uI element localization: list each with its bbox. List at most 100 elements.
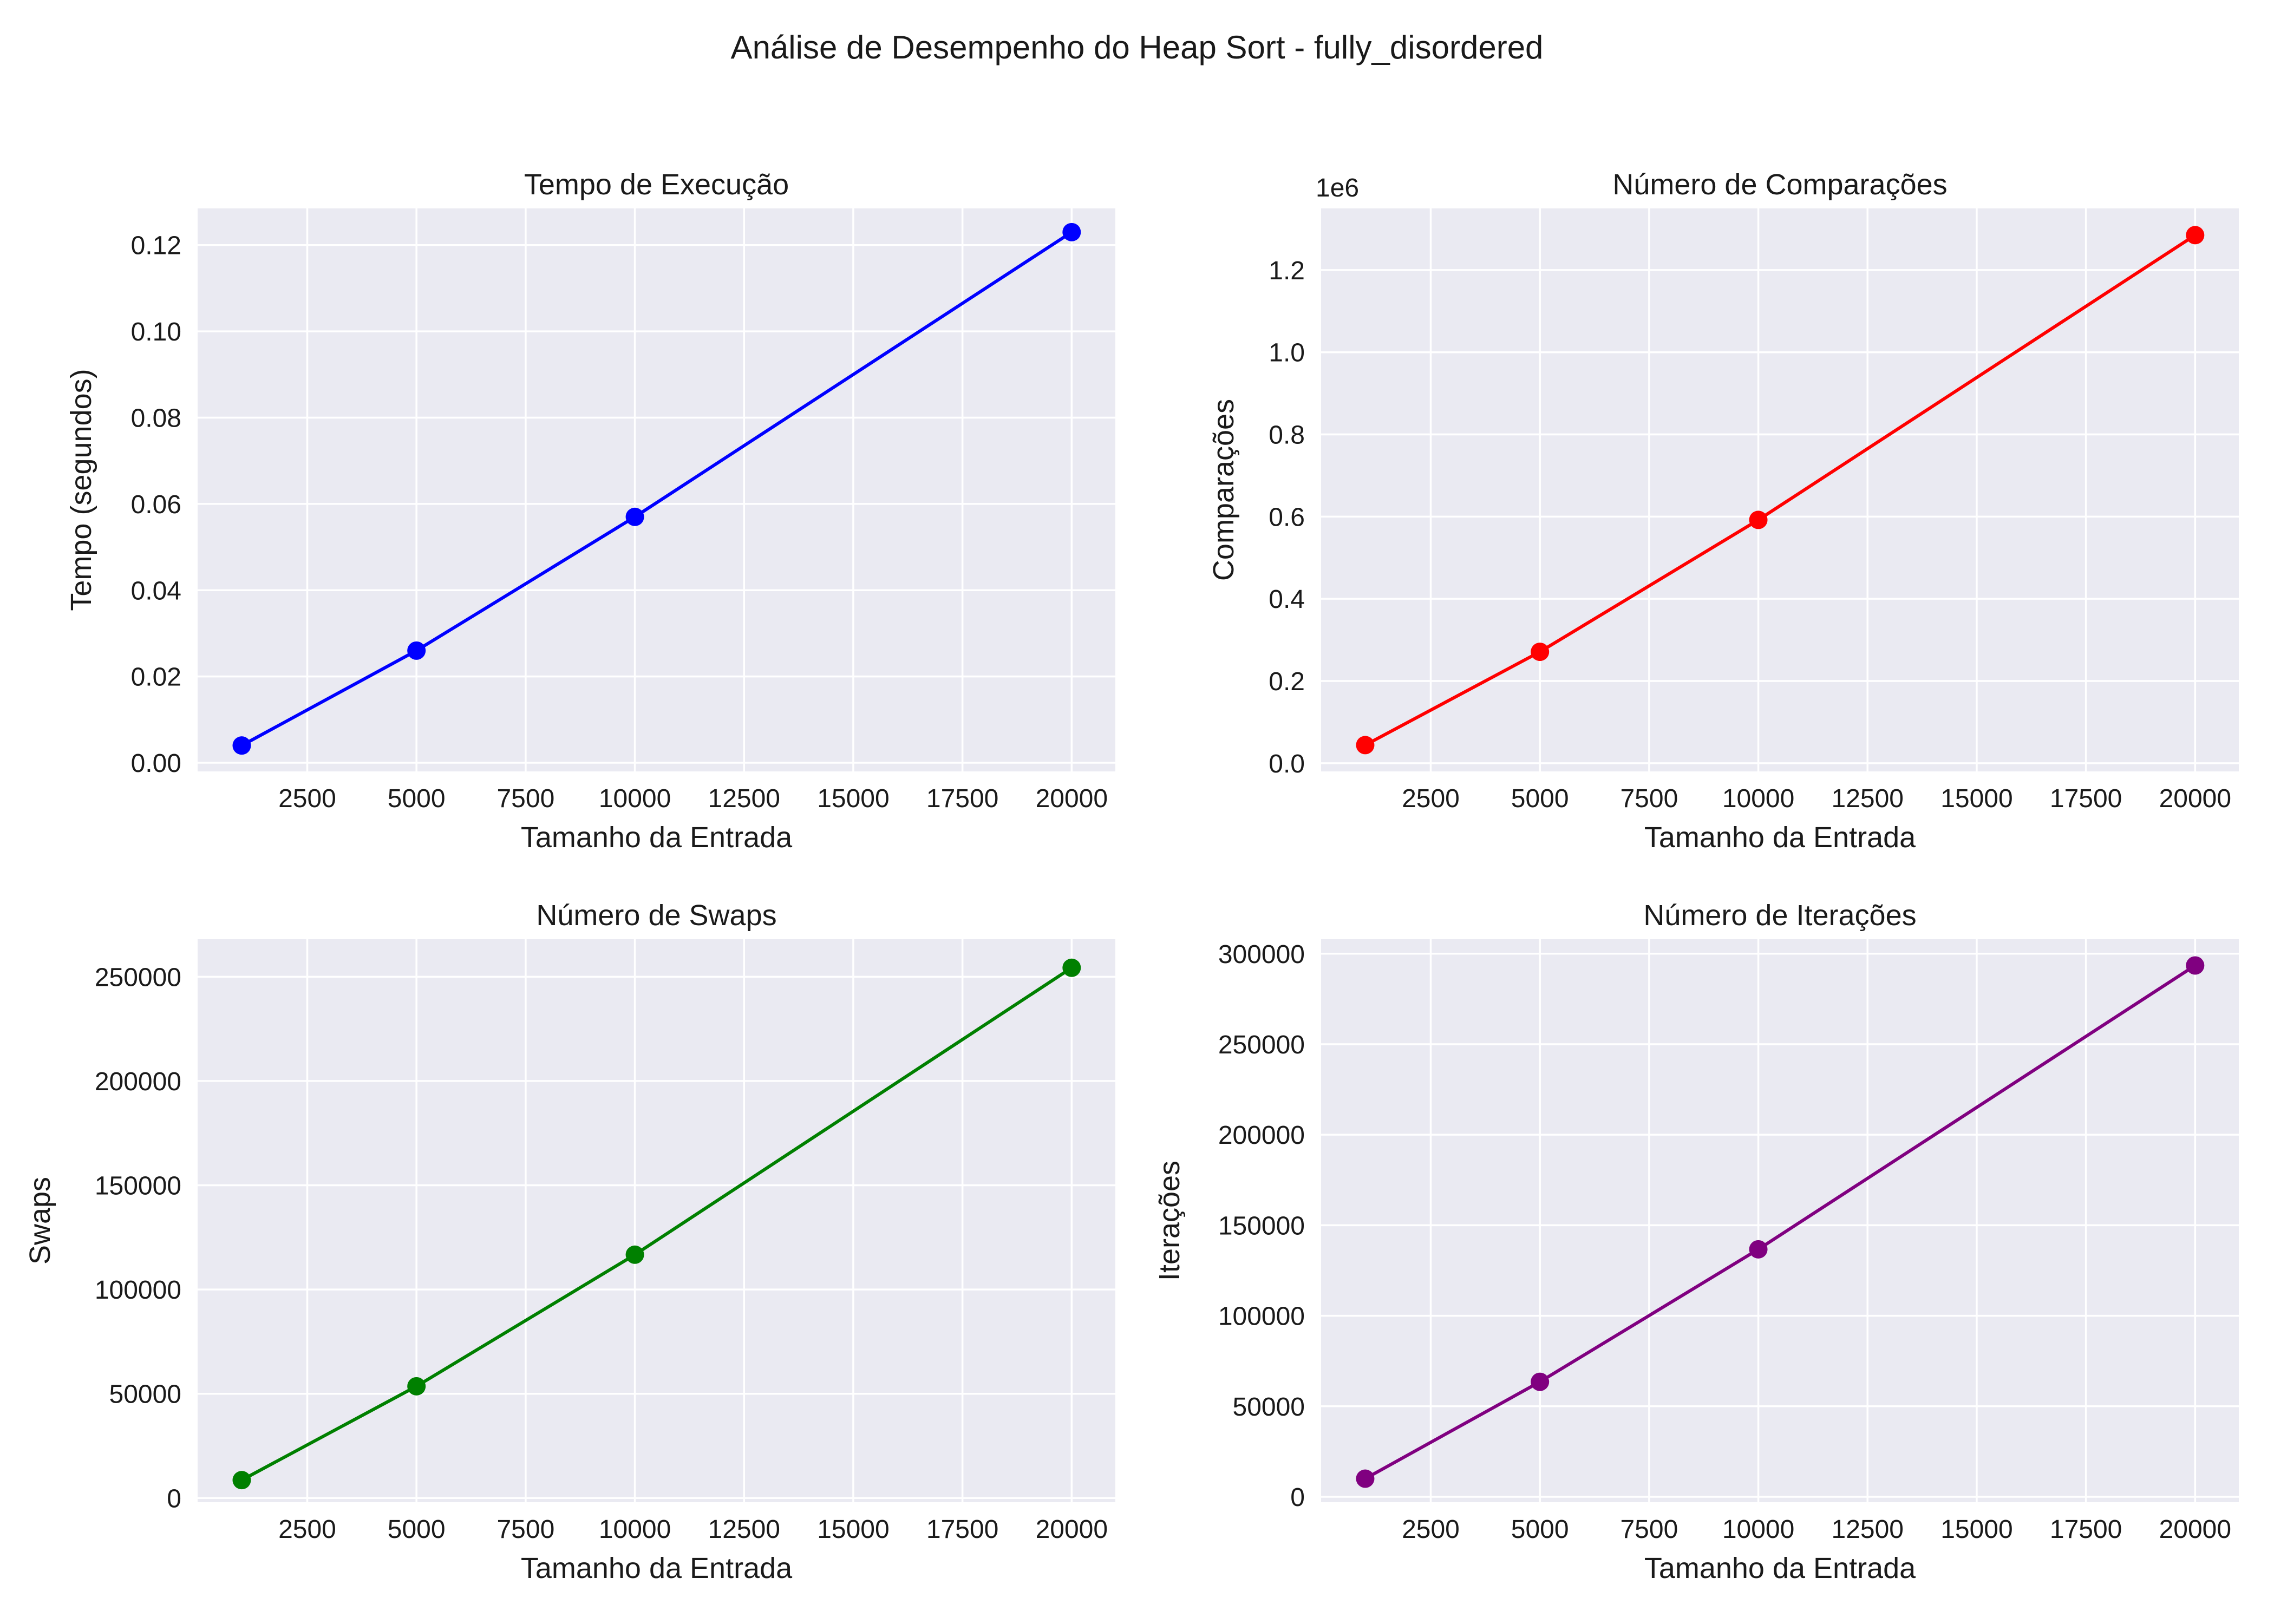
plot-area [1321, 939, 2239, 1502]
x-tick-label: 17500 [926, 784, 998, 813]
series-line [1363, 964, 2197, 1481]
y-tick-label: 0.10 [131, 318, 181, 346]
y-tick-label: 200000 [1218, 1121, 1305, 1150]
data-point [1531, 643, 1550, 662]
y-tick-label: 100000 [1218, 1302, 1305, 1331]
x-tick-label: 20000 [2159, 784, 2231, 813]
subplot-title: Número de Iterações [1643, 899, 1916, 932]
y-tick-label: 1.0 [1269, 339, 1305, 368]
x-tick-label: 20000 [2159, 1515, 2231, 1544]
x-tick-label: 10000 [599, 1515, 671, 1544]
data-point [407, 641, 426, 660]
data-point [1062, 222, 1081, 241]
data-point [232, 1471, 251, 1490]
y-tick-label: 0.04 [131, 577, 181, 605]
x-axis-label: Tamanho da Entrada [521, 821, 793, 854]
data-point [1531, 1372, 1550, 1391]
data-point [2186, 956, 2205, 975]
subplot-execution-time: 2500 5000 7500 10000 12500 15000 17500 20000 0.0… [65, 168, 1115, 854]
x-tick-label: 15000 [817, 784, 889, 813]
x-tick-label: 17500 [926, 1515, 998, 1544]
subplot-iterations: 2500 5000 7500 10000 12500 15000 17500 20000050… [1153, 899, 2239, 1584]
x-tick-label: 12500 [708, 1515, 780, 1544]
subplots-grid: 2500 5000 7500 10000 12500 15000 17500 20000 0.0… [24, 168, 2239, 1584]
x-tick-label: 20000 [1036, 784, 1108, 813]
data-point [1062, 958, 1081, 977]
x-tick-label: 17500 [2050, 784, 2122, 813]
y-tick-label: 0.0 [1269, 750, 1305, 778]
y-tick-label: 150000 [95, 1172, 181, 1201]
x-tick-label: 12500 [708, 784, 780, 813]
y-tick-label: 0 [167, 1484, 181, 1513]
subplot-title: Número de Comparações [1612, 168, 1947, 201]
x-tick-label: 20000 [1036, 1515, 1108, 1544]
x-tick-label: 7500 [1620, 1515, 1678, 1544]
data-point [407, 1377, 426, 1396]
x-tick-label: 17500 [2050, 1515, 2122, 1544]
subplot-title: Tempo de Execução [524, 168, 789, 201]
x-tick-label: 2500 [278, 1515, 336, 1544]
y-axis-label: Tempo (segundos) [65, 369, 97, 611]
y-tick-label: 250000 [95, 963, 181, 992]
y-tick-label: 50000 [109, 1380, 181, 1409]
x-tick-label: 5000 [388, 784, 446, 813]
x-axis-label: Tamanho da Entrada [1644, 821, 1916, 854]
y-tick-label: 0 [1290, 1483, 1305, 1512]
x-tick-label: 5000 [1511, 784, 1569, 813]
y-tick-label: 1.2 [1269, 257, 1305, 285]
x-tick-label: 2500 [278, 784, 336, 813]
data-point [2186, 226, 2205, 245]
series-line [240, 966, 1074, 1482]
x-tick-label: 12500 [1832, 784, 1904, 813]
series-line [240, 230, 1074, 748]
x-tick-label: 2500 [1402, 1515, 1460, 1544]
data-point [1749, 510, 1768, 529]
y-tick-label: 0.02 [131, 663, 181, 692]
y-tick-label: 50000 [1233, 1393, 1305, 1422]
y-tick-label: 0.00 [131, 749, 181, 778]
y-tick-label: 200000 [95, 1068, 181, 1096]
y-tick-label: 0.6 [1269, 503, 1305, 532]
series-line [1363, 233, 2197, 747]
figure-title: Análise de Desempenho do Heap Sort - ful… [731, 29, 1544, 66]
data-point [625, 507, 644, 526]
y-tick-label: 0.2 [1269, 667, 1305, 696]
y-axis-label: Iterações [1153, 1161, 1186, 1281]
x-tick-label: 5000 [1511, 1515, 1569, 1544]
y-axis-label: Swaps [24, 1177, 56, 1265]
x-tick-label: 7500 [496, 784, 554, 813]
data-point [232, 736, 251, 755]
data-point [1356, 736, 1375, 755]
y-tick-label: 0.4 [1269, 585, 1305, 614]
x-tick-label: 7500 [496, 1515, 554, 1544]
y-tick-label: 300000 [1218, 940, 1305, 969]
x-tick-label: 10000 [599, 784, 671, 813]
x-tick-label: 2500 [1402, 784, 1460, 813]
data-point [625, 1245, 644, 1264]
x-tick-label: 7500 [1620, 784, 1678, 813]
data-point [1356, 1469, 1375, 1488]
x-tick-label: 10000 [1722, 784, 1794, 813]
y-tick-label: 150000 [1218, 1212, 1305, 1240]
y-tick-label: 100000 [95, 1276, 181, 1305]
x-tick-label: 12500 [1832, 1515, 1904, 1544]
y-tick-label: 0.08 [131, 404, 181, 433]
x-tick-label: 15000 [1940, 1515, 2012, 1544]
x-tick-label: 10000 [1722, 1515, 1794, 1544]
y-tick-label: 250000 [1218, 1031, 1305, 1059]
plot-area [1321, 208, 2239, 771]
subplot-title: Número de Swaps [536, 899, 776, 932]
x-axis-label: Tamanho da Entrada [521, 1552, 793, 1584]
plot-area [198, 939, 1115, 1502]
y-axis-label: Comparações [1207, 399, 1240, 581]
x-tick-label: 5000 [388, 1515, 446, 1544]
subplot-comparisons: 2500 5000 7500 10000 12500 15000 17500 20000 0.0… [1207, 168, 2239, 854]
y-tick-label: 0.06 [131, 490, 181, 519]
subplot-swaps: 2500 5000 7500 10000 12500 15000 17500 20000050… [24, 899, 1115, 1584]
x-axis-label: Tamanho da Entrada [1644, 1552, 1916, 1584]
data-point [1749, 1240, 1768, 1259]
x-tick-label: 15000 [1940, 784, 2012, 813]
y-tick-label: 0.8 [1269, 421, 1305, 450]
y-tick-label: 0.12 [131, 232, 181, 260]
